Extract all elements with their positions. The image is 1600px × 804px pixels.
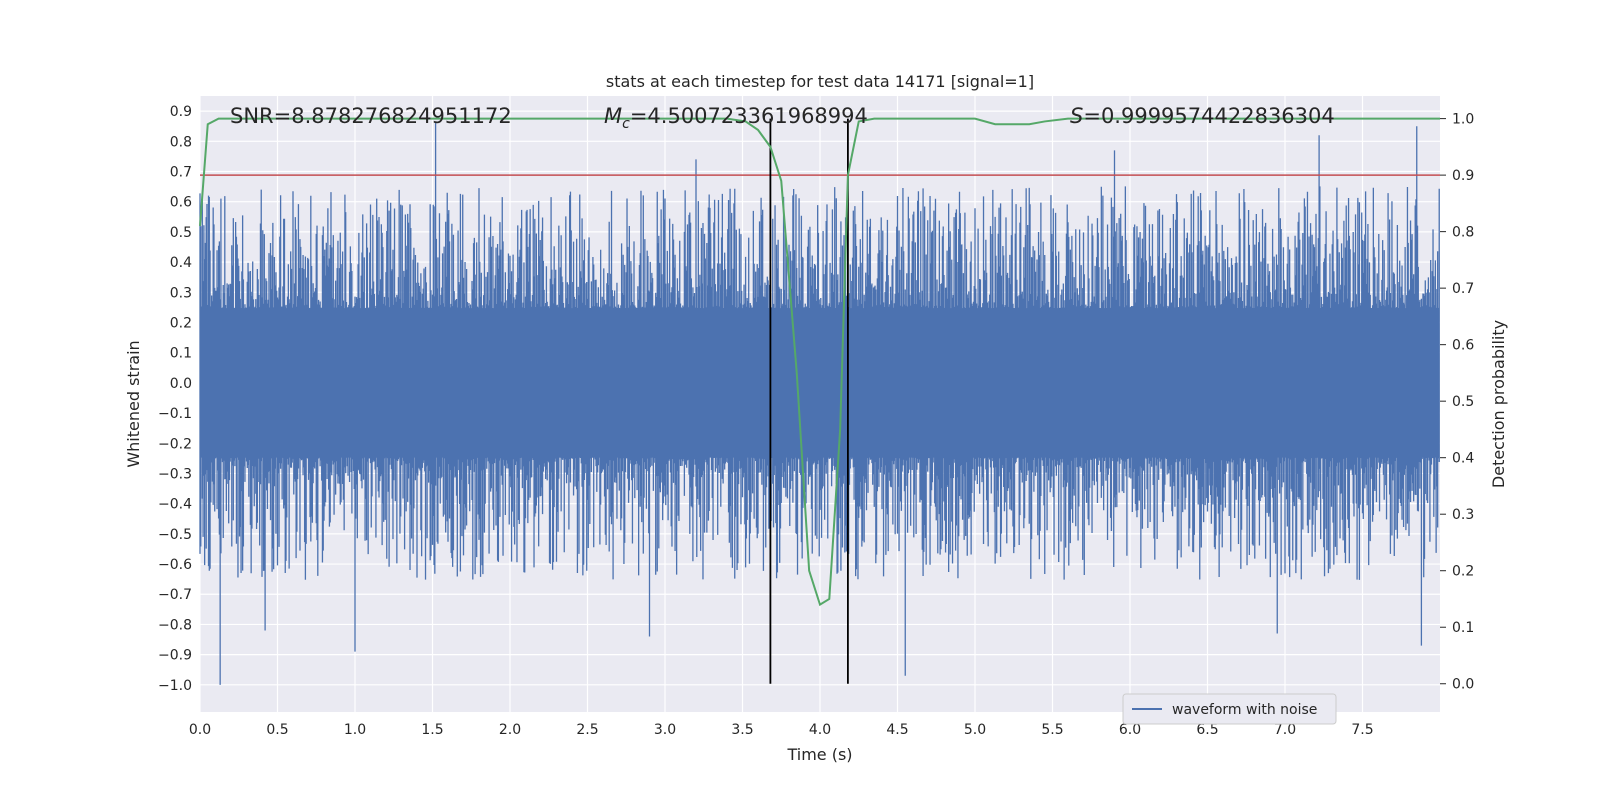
y-tick-label-right: 0.8 [1452, 225, 1474, 241]
y-tick-label-left: −0.6 [158, 557, 192, 573]
y-tick-label-left: −1.0 [158, 678, 192, 694]
y-tick-label-left: −0.9 [158, 648, 192, 664]
legend: waveform with noise [1122, 693, 1337, 725]
y-tick-label-right: 0.7 [1452, 281, 1474, 297]
y-tick-label-left: −0.7 [158, 587, 192, 603]
y-tick-label-left: 0.7 [170, 164, 192, 180]
s-value: =0.9999574422836304 [1083, 104, 1334, 128]
x-tick-label: 2.5 [576, 722, 598, 738]
legend-box [1122, 693, 1337, 725]
x-tick-label: 3.5 [731, 722, 753, 738]
y-tick-label-left: −0.1 [158, 406, 192, 422]
x-tick-label: 7.5 [1351, 722, 1373, 738]
y-tick-label-left: −0.3 [158, 466, 192, 482]
x-tick-label: 5.0 [964, 722, 986, 738]
y-tick-label-left: 0.2 [170, 315, 192, 331]
x-tick-label: 5.5 [1041, 722, 1063, 738]
legend-label-waveform: waveform with noise [1172, 702, 1317, 718]
y-tick-label-right: 0.5 [1452, 394, 1474, 410]
y-tick-label-right: 0.6 [1452, 338, 1474, 354]
x-tick-label: 2.0 [499, 722, 521, 738]
x-axis-label: Time (s) [786, 745, 852, 764]
s-symbol: S [1070, 104, 1083, 128]
y-tick-label-right: 0.1 [1452, 620, 1474, 636]
y-tick-label-left: 0.1 [170, 346, 192, 362]
y-tick-label-left: −0.4 [158, 497, 192, 513]
y-tick-label-left: 0.6 [170, 195, 192, 211]
mc-subscript: c [622, 116, 630, 132]
mc-value: =4.500723361968994 [630, 104, 868, 128]
y-tick-label-right: 0.4 [1452, 451, 1474, 467]
y-tick-label-right: 0.9 [1452, 168, 1474, 184]
overlay-layer [199, 117, 1440, 684]
y-tick-label-right: 0.3 [1452, 507, 1474, 523]
y-tick-label-left: −0.8 [158, 617, 192, 633]
y-tick-label-right: 0.0 [1452, 677, 1474, 693]
x-tick-label: 4.5 [886, 722, 908, 738]
y-tick-label-left: −0.2 [158, 436, 192, 452]
waveform-trace [199, 123, 1440, 685]
x-tick-label: 0.0 [189, 722, 211, 738]
x-tick-label: 1.0 [344, 722, 366, 738]
y-tick-label-left: 0.3 [170, 285, 192, 301]
y-tick-label-left: −0.5 [158, 527, 192, 543]
x-tick-label: 0.5 [266, 722, 288, 738]
chirp-mass-annotation: Mc=4.500723361968994 [604, 104, 868, 132]
probability-line [199, 117, 1440, 607]
y-axis-label-right: Detection probability [1489, 320, 1508, 488]
chart-title: stats at each timestep for test data 141… [606, 72, 1034, 91]
x-tick-label: 1.5 [421, 722, 443, 738]
x-tick-label: 6.5 [1196, 722, 1218, 738]
mc-symbol: M [604, 104, 622, 128]
x-tick-label: 6.0 [1119, 722, 1141, 738]
x-tick-label: 3.0 [654, 722, 676, 738]
y-tick-label-left: 0.9 [170, 104, 192, 120]
significance-annotation: S=0.9999574422836304 [1070, 104, 1335, 128]
snr-annotation: SNR=8.878276824951172 [230, 104, 512, 128]
x-tick-label: 4.0 [809, 722, 831, 738]
y-tick-label-left: 0.4 [170, 255, 192, 271]
y-axis-label-left: Whitened strain [124, 340, 143, 467]
y-tick-label-left: 0.8 [170, 134, 192, 150]
y-tick-label-right: 1.0 [1452, 112, 1474, 128]
y-tick-label-left: 0.5 [170, 225, 192, 241]
tick-labels: 0.0 0.5 1.0 1.5 2.0 2.5 3.0 3.5 4.0 4.5 5.0 5.5 6.0 6… [158, 104, 1474, 738]
y-tick-label-right: 0.2 [1452, 564, 1474, 580]
x-tick-label: 7.0 [1274, 722, 1296, 738]
y-tick-label-left: 0.0 [170, 376, 192, 392]
waveform-series [199, 123, 1440, 685]
